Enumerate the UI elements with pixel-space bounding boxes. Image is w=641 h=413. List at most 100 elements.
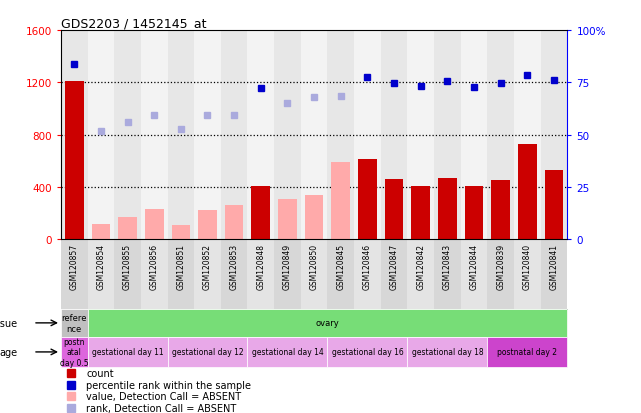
Bar — [172, 226, 190, 240]
Bar — [61, 240, 88, 309]
Bar — [408, 31, 434, 240]
Bar — [221, 240, 247, 309]
Bar — [545, 171, 563, 240]
Bar — [61, 309, 88, 337]
Bar — [492, 181, 510, 240]
Text: age: age — [0, 347, 18, 357]
Text: count: count — [86, 368, 114, 378]
Bar — [194, 240, 221, 309]
Text: GSM120856: GSM120856 — [150, 243, 159, 289]
Bar — [408, 337, 487, 367]
Bar — [461, 31, 487, 240]
Bar — [304, 195, 324, 240]
Text: GSM120849: GSM120849 — [283, 243, 292, 289]
Text: GSM120850: GSM120850 — [310, 243, 319, 289]
Bar — [61, 337, 88, 367]
Bar — [247, 31, 274, 240]
Bar — [88, 31, 114, 240]
Text: GSM120851: GSM120851 — [176, 243, 185, 289]
Bar — [540, 240, 567, 309]
Text: gestational day 11: gestational day 11 — [92, 348, 163, 356]
Text: rank, Detection Call = ABSENT: rank, Detection Call = ABSENT — [86, 403, 237, 413]
Text: refere
nce: refere nce — [62, 313, 87, 333]
Bar — [167, 240, 194, 309]
Bar — [167, 337, 247, 367]
Bar — [518, 145, 537, 240]
Bar — [514, 31, 540, 240]
Bar — [381, 240, 408, 309]
Text: GSM120854: GSM120854 — [96, 243, 105, 289]
Text: percentile rank within the sample: percentile rank within the sample — [86, 380, 251, 389]
Text: GSM120846: GSM120846 — [363, 243, 372, 289]
Bar — [408, 240, 434, 309]
Bar — [114, 240, 141, 309]
Text: GDS2203 / 1452145_at: GDS2203 / 1452145_at — [61, 17, 206, 30]
Bar — [92, 224, 110, 240]
Bar — [198, 211, 217, 240]
Bar — [487, 337, 567, 367]
Bar — [88, 240, 114, 309]
Text: value, Detection Call = ABSENT: value, Detection Call = ABSENT — [86, 392, 242, 401]
Bar — [167, 31, 194, 240]
Bar — [247, 240, 274, 309]
Bar — [118, 218, 137, 240]
Bar — [141, 31, 167, 240]
Bar — [438, 178, 456, 240]
Bar — [141, 240, 167, 309]
Text: GSM120847: GSM120847 — [390, 243, 399, 289]
Text: tissue: tissue — [0, 318, 18, 328]
Text: GSM120843: GSM120843 — [443, 243, 452, 289]
Bar — [301, 240, 328, 309]
Text: gestational day 14: gestational day 14 — [251, 348, 323, 356]
Bar — [145, 210, 163, 240]
Bar — [88, 337, 167, 367]
Text: GSM120841: GSM120841 — [549, 243, 558, 289]
Bar — [487, 240, 514, 309]
Bar — [278, 199, 297, 240]
Bar — [65, 82, 83, 240]
Bar — [514, 240, 540, 309]
Bar — [487, 31, 514, 240]
Text: gestational day 12: gestational day 12 — [172, 348, 244, 356]
Bar — [354, 240, 381, 309]
Bar — [328, 337, 408, 367]
Bar — [385, 180, 403, 240]
Bar — [381, 31, 408, 240]
Bar — [114, 31, 141, 240]
Bar — [328, 31, 354, 240]
Text: GSM120852: GSM120852 — [203, 243, 212, 289]
Bar — [465, 186, 483, 240]
Text: GSM120842: GSM120842 — [416, 243, 425, 289]
Text: postnatal day 2: postnatal day 2 — [497, 348, 557, 356]
Bar — [461, 240, 487, 309]
Bar — [540, 31, 567, 240]
Bar — [274, 31, 301, 240]
Text: GSM120848: GSM120848 — [256, 243, 265, 289]
Text: GSM120845: GSM120845 — [337, 243, 345, 289]
Bar — [301, 31, 328, 240]
Bar — [434, 240, 461, 309]
Bar — [354, 31, 381, 240]
Text: GSM120839: GSM120839 — [496, 243, 505, 289]
Bar — [61, 31, 88, 240]
Bar — [194, 31, 221, 240]
Text: GSM120840: GSM120840 — [523, 243, 532, 289]
Text: ovary: ovary — [315, 318, 339, 328]
Text: GSM120853: GSM120853 — [229, 243, 238, 289]
Bar — [358, 160, 377, 240]
Bar — [247, 337, 328, 367]
Bar — [274, 240, 301, 309]
Bar — [221, 31, 247, 240]
Bar — [225, 206, 244, 240]
Bar — [251, 186, 270, 240]
Bar — [328, 240, 354, 309]
Text: gestational day 16: gestational day 16 — [331, 348, 403, 356]
Bar — [331, 163, 350, 240]
Text: GSM120855: GSM120855 — [123, 243, 132, 289]
Text: gestational day 18: gestational day 18 — [412, 348, 483, 356]
Bar — [434, 31, 461, 240]
Text: GSM120857: GSM120857 — [70, 243, 79, 289]
Bar — [412, 186, 430, 240]
Text: GSM120844: GSM120844 — [469, 243, 478, 289]
Text: postn
atal
day 0.5: postn atal day 0.5 — [60, 337, 88, 367]
